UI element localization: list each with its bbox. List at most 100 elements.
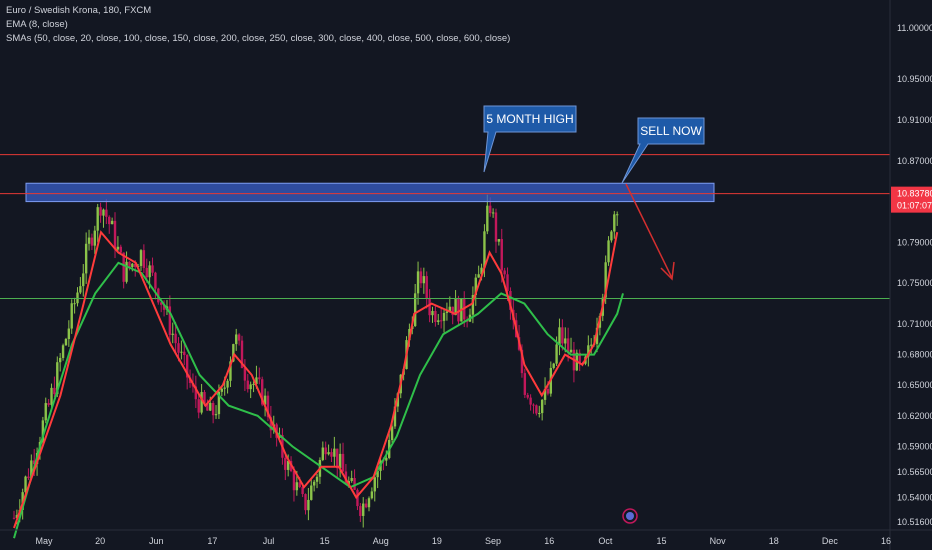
candle-body — [96, 207, 99, 231]
time-tick-label: Sep — [485, 536, 501, 546]
candle-body — [209, 402, 212, 411]
candle-body — [67, 328, 71, 340]
candle-body — [220, 388, 224, 392]
candle-body — [503, 270, 506, 275]
candle-body — [350, 477, 353, 482]
price-badge-countdown: 01:07:07 — [897, 201, 932, 211]
price-tick-label: 10.79000 — [897, 237, 932, 247]
candle-body — [148, 265, 151, 278]
time-tick-label: 15 — [320, 536, 330, 546]
time-tick-label: 15 — [656, 536, 666, 546]
levels — [0, 154, 890, 299]
event-marker-icon[interactable] — [622, 508, 638, 524]
candle-body — [102, 209, 105, 216]
candle-body — [211, 402, 215, 416]
candle-body — [206, 403, 209, 411]
candle-body — [307, 499, 310, 511]
candle-body — [235, 334, 238, 345]
time-tick-label: Jul — [263, 536, 275, 546]
five-month-high-callout[interactable]: 5 MONTH HIGH — [483, 105, 577, 173]
sma-legend[interactable]: SMAs (50, close, 20, close, 100, close, … — [6, 33, 511, 44]
candle-body — [552, 363, 555, 368]
candle-body — [532, 404, 535, 406]
candle-body — [561, 327, 564, 344]
candle-body — [523, 373, 527, 395]
candle-body — [367, 498, 371, 508]
ema-legend[interactable]: EMA (8, close) — [6, 19, 68, 30]
resistance-zone[interactable] — [25, 182, 715, 203]
candle-body — [180, 351, 183, 353]
candle-body — [315, 476, 319, 482]
candle-body — [82, 273, 85, 287]
price-tick-label: 11.00000 — [897, 23, 932, 33]
candle-body — [263, 395, 267, 405]
candle-body — [232, 344, 235, 362]
candle-body — [564, 338, 567, 344]
sell-arrow[interactable] — [625, 183, 675, 281]
candle-body — [520, 349, 524, 374]
candle-body — [590, 344, 593, 346]
symbol-title[interactable]: Euro / Swedish Krona, 180, FXCM — [6, 5, 152, 16]
candle-body — [569, 349, 573, 353]
candle-body — [295, 482, 299, 491]
candle-body — [546, 388, 550, 394]
candle-body — [151, 265, 154, 273]
sell-now-callout[interactable]: SELL NOW — [621, 117, 705, 184]
candle-body — [70, 303, 73, 329]
candle-body — [12, 517, 16, 519]
candle-body — [50, 387, 53, 405]
candle-body — [324, 447, 327, 455]
candle-body — [139, 250, 143, 266]
candle-body — [125, 261, 128, 282]
candle-body — [451, 306, 454, 316]
candle-body — [58, 357, 62, 363]
price-axis[interactable]: 11.00000 10.95000 10.91000 10.87000 10.79000… — [889, 0, 932, 550]
candle-body — [159, 302, 163, 305]
candle-body — [142, 250, 146, 268]
time-axis[interactable]: May 20 Jun 17 Jul 15 Aug 19 Sep 16 Oct 15 Nov 18 Dec 16 — [0, 529, 932, 546]
callout-bubble — [483, 105, 577, 173]
candle-body — [99, 207, 102, 216]
candle-body — [223, 387, 226, 389]
time-tick-label: 18 — [769, 536, 779, 546]
candle-body — [312, 481, 316, 486]
candle-body — [434, 310, 437, 323]
time-tick-label: 19 — [432, 536, 442, 546]
candle-body — [79, 286, 82, 293]
candle-body — [44, 403, 47, 421]
time-tick-label: Dec — [822, 536, 839, 546]
candle-body — [76, 292, 79, 304]
candle-body — [53, 387, 56, 395]
candle-body — [93, 230, 97, 246]
candle-body — [364, 503, 368, 508]
candle-body — [154, 272, 157, 289]
callout-bubble — [621, 117, 705, 184]
candle-body — [131, 263, 134, 268]
time-tick-label: 16 — [544, 536, 554, 546]
candle-body — [356, 489, 359, 507]
candle-body — [538, 413, 541, 415]
price-tick-label: 10.51600 — [897, 517, 932, 527]
candle-body — [122, 252, 125, 282]
candle-body — [362, 503, 365, 516]
candle-body — [87, 237, 91, 244]
price-tick-label: 10.71000 — [897, 319, 932, 329]
candle-body — [194, 386, 198, 400]
candle-body — [327, 452, 330, 455]
candle-body — [540, 399, 544, 414]
candle-body — [509, 290, 512, 310]
candle-body — [252, 384, 255, 386]
candle-body — [56, 362, 59, 395]
candle-body — [240, 340, 244, 369]
candle-body — [33, 460, 36, 465]
candle-body — [474, 277, 477, 296]
candle-body — [437, 320, 440, 323]
candle-body — [47, 403, 50, 405]
candle-body — [310, 485, 313, 500]
candle-body — [246, 380, 249, 390]
candle-body — [128, 261, 131, 268]
candle-body — [491, 212, 495, 214]
candle-body — [370, 491, 374, 499]
candle-body — [359, 506, 362, 516]
